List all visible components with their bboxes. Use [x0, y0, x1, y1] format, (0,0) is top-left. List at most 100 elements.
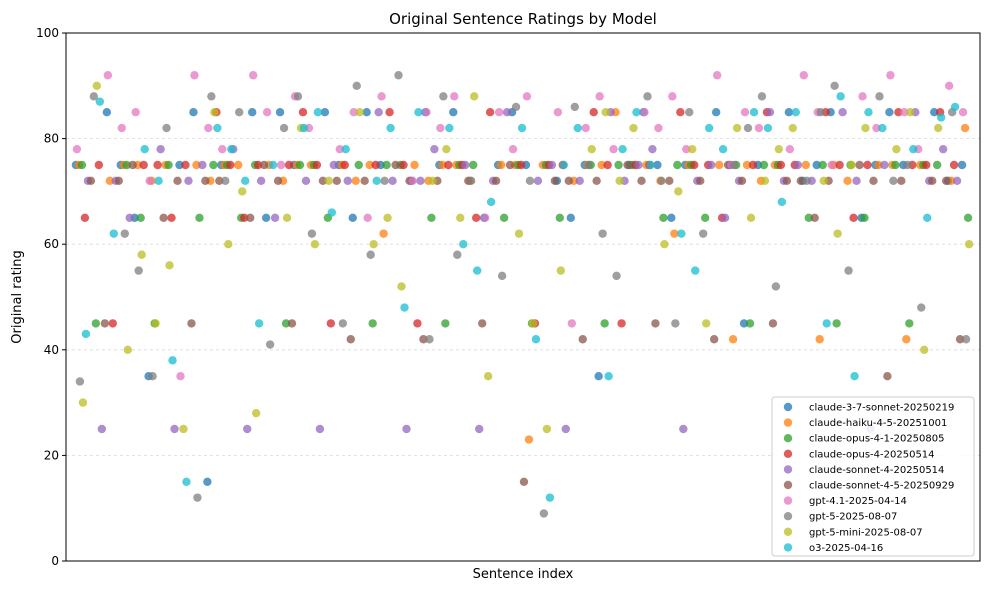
data-point [182, 477, 191, 486]
data-point [298, 108, 308, 117]
data-point [156, 144, 165, 154]
data-point [240, 213, 249, 222]
data-point [125, 213, 134, 222]
data-point [402, 424, 411, 434]
data-point [514, 229, 524, 238]
data-point [168, 356, 177, 365]
data-point [850, 372, 859, 381]
data-point [737, 176, 747, 186]
data-point [441, 319, 450, 328]
data-point [852, 176, 861, 186]
data-point [287, 319, 297, 328]
data-point [706, 160, 716, 170]
data-point [235, 108, 244, 117]
data-point [254, 319, 264, 328]
data-point [80, 213, 90, 222]
data-point [349, 108, 358, 117]
data-point [718, 144, 728, 154]
data-point [224, 240, 233, 249]
data-point [81, 329, 91, 339]
data-point [928, 176, 937, 186]
data-point [453, 250, 462, 259]
data-point [122, 160, 131, 170]
data-point [176, 372, 185, 381]
data-point [827, 160, 836, 170]
data-point [139, 160, 148, 170]
data-point [815, 335, 824, 344]
data-point [78, 398, 88, 407]
data-point [355, 108, 364, 117]
data-point [279, 123, 289, 133]
data-point [397, 282, 406, 291]
data-point [528, 319, 538, 328]
data-point [812, 160, 821, 170]
data-point [531, 335, 541, 344]
data-point [210, 108, 219, 117]
data-point [145, 176, 154, 186]
data-point [511, 102, 521, 112]
data-point [793, 160, 802, 170]
data-point [399, 160, 408, 170]
data-point [609, 144, 618, 154]
data-point [651, 319, 660, 328]
data-point [105, 176, 115, 186]
data-point [799, 71, 808, 80]
data-point [270, 213, 280, 222]
data-point [539, 509, 549, 518]
data-point [714, 160, 724, 170]
data-point [456, 213, 465, 222]
data-point [696, 176, 705, 186]
data-point [204, 123, 213, 133]
data-point [742, 160, 752, 170]
data-point [869, 176, 878, 186]
data-point [430, 144, 439, 154]
data-point [313, 108, 323, 117]
data-point [385, 108, 394, 117]
data-point [843, 176, 852, 186]
legend-marker [783, 449, 793, 458]
data-point [745, 319, 755, 328]
legend-marker [783, 527, 793, 536]
data-point [729, 160, 739, 170]
data-point [123, 345, 132, 354]
data-point [950, 102, 960, 112]
data-point [597, 160, 606, 170]
data-point [310, 240, 320, 249]
data-point [117, 123, 126, 133]
data-point [816, 108, 825, 117]
data-point [91, 319, 101, 328]
data-point [533, 176, 543, 186]
data-point [909, 144, 918, 154]
data-point [832, 319, 841, 328]
data-point [617, 319, 626, 328]
data-point [659, 213, 668, 222]
data-point [92, 81, 102, 91]
data-point [241, 176, 250, 186]
legend-label: claude-sonnet-4-20250514 [809, 465, 944, 476]
data-point [394, 71, 403, 80]
data-point [352, 81, 361, 91]
data-point [906, 108, 915, 117]
data-point [903, 160, 912, 170]
data-point [427, 213, 436, 222]
data-point [604, 372, 613, 381]
data-point [173, 176, 182, 186]
data-point [545, 493, 555, 502]
data-point [933, 123, 943, 133]
data-point [785, 144, 795, 154]
legend-marker [783, 402, 793, 412]
grid-lines [66, 138, 980, 456]
y-tick-label: 20 [44, 448, 59, 462]
data-point [450, 92, 459, 101]
data-point [690, 160, 699, 170]
data-point [374, 108, 383, 117]
data-point [472, 266, 482, 275]
data-point [505, 160, 515, 170]
data-point [320, 108, 330, 117]
chart-title: Original Sentence Ratings by Model [389, 10, 657, 28]
data-point [774, 144, 784, 154]
y-axis-label: Original rating [10, 250, 25, 344]
data-point [768, 319, 778, 328]
data-point [801, 160, 810, 170]
data-point [603, 160, 612, 170]
